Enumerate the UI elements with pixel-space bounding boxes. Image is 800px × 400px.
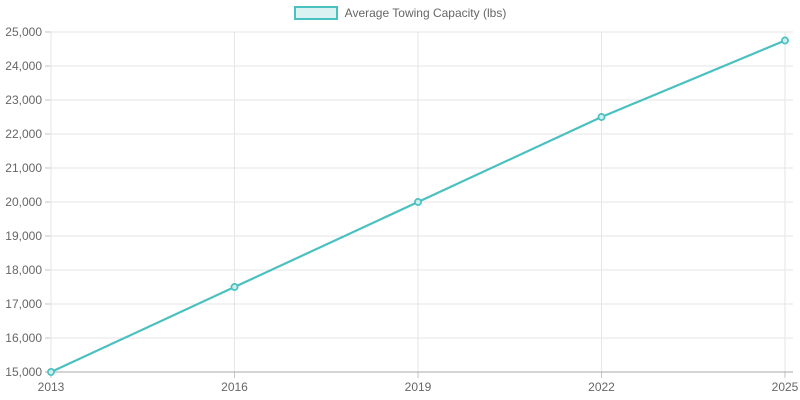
data-point[interactable] bbox=[230, 283, 239, 291]
y-axis-label: 25,000 bbox=[5, 25, 42, 39]
y-axis-label: 21,000 bbox=[5, 161, 42, 175]
y-axis-label: 24,000 bbox=[5, 59, 42, 73]
y-axis-label: 17,000 bbox=[5, 297, 42, 311]
data-point[interactable] bbox=[597, 113, 606, 121]
x-axis-label: 2022 bbox=[588, 380, 615, 394]
y-axis-label: 15,000 bbox=[5, 365, 42, 379]
data-point[interactable] bbox=[414, 198, 422, 206]
y-axis-label: 22,000 bbox=[5, 127, 42, 141]
y-axis-label: 23,000 bbox=[5, 93, 42, 107]
x-axis-label: 2013 bbox=[38, 380, 65, 394]
legend-label: Average Towing Capacity (lbs) bbox=[344, 6, 507, 20]
y-axis-label: 20,000 bbox=[5, 195, 42, 209]
legend-color-box bbox=[293, 6, 338, 20]
legend-item[interactable]: Average Towing Capacity (lbs) bbox=[293, 6, 507, 20]
data-point[interactable] bbox=[781, 36, 789, 45]
x-axis-label: 2019 bbox=[405, 380, 432, 394]
chart-legend: Average Towing Capacity (lbs) bbox=[0, 6, 800, 20]
x-axis-label: 2016 bbox=[221, 380, 248, 394]
data-point[interactable] bbox=[47, 368, 55, 376]
x-axis-label: 2025 bbox=[772, 380, 799, 394]
y-axis-label: 19,000 bbox=[5, 229, 42, 243]
y-axis-label: 16,000 bbox=[5, 331, 42, 345]
y-axis-label: 18,000 bbox=[5, 263, 42, 277]
